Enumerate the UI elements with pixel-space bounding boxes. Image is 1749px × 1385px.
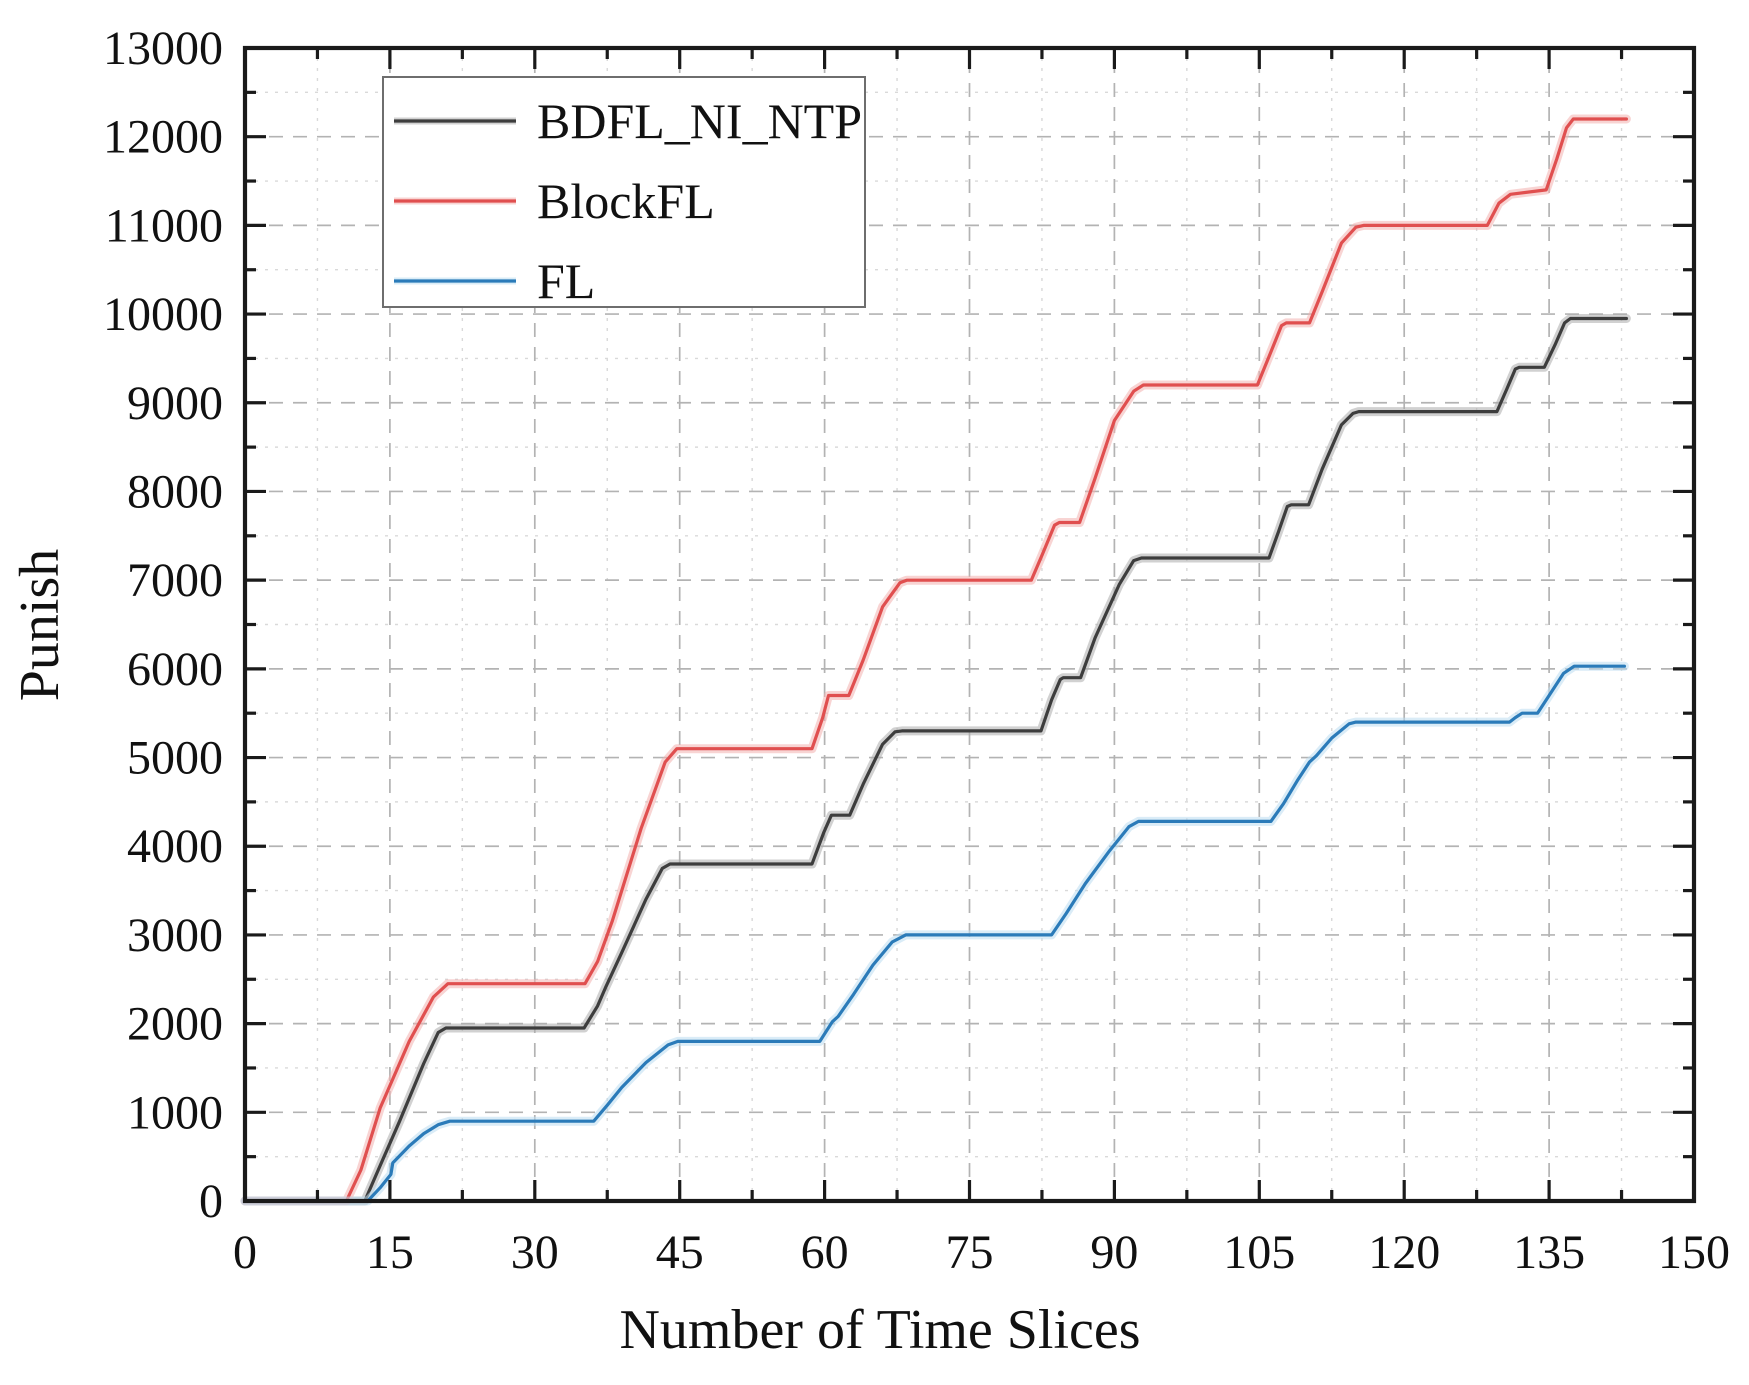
y-tick-label: 13000 — [103, 22, 223, 75]
y-tick-label: 2000 — [127, 998, 223, 1051]
series-line-BDFL_NI_NTP — [243, 316, 1629, 1203]
legend: BDFL_NI_NTP BlockFL FL — [382, 76, 866, 309]
y-tick-label: 11000 — [105, 199, 223, 252]
x-tick-label: 90 — [1090, 1226, 1138, 1279]
x-tick-label: 120 — [1368, 1226, 1440, 1279]
series-lines — [240, 114, 1631, 1206]
x-axis-title: Number of Time Slices — [619, 1299, 1140, 1361]
axis-ticks — [243, 46, 1696, 1203]
x-tick-label: 75 — [946, 1226, 994, 1279]
y-tick-label: 4000 — [127, 820, 223, 873]
x-tick-label: 0 — [233, 1226, 257, 1279]
x-tick-label: 135 — [1513, 1226, 1585, 1279]
y-axis-title: Punish — [9, 549, 71, 702]
x-tick-label: 45 — [656, 1226, 704, 1279]
y-tick-label: 5000 — [127, 732, 223, 785]
y-tick-label: 3000 — [127, 909, 223, 962]
x-tick-label: 60 — [801, 1226, 849, 1279]
y-tick-label: 10000 — [103, 288, 223, 341]
y-tick-label: 9000 — [127, 377, 223, 430]
legend-box — [382, 76, 866, 308]
x-tick-label: 150 — [1658, 1226, 1730, 1279]
x-tick-label: 30 — [511, 1226, 559, 1279]
y-tick-label: 6000 — [127, 643, 223, 696]
y-tick-label: 7000 — [127, 554, 223, 607]
tick-labels: 0 15 30 45 60 75 90 105 120 135 150 0 1000 2000 3000 40… — [103, 22, 1730, 1279]
legend-label-BlockFL: BlockFL — [537, 173, 715, 229]
series-line-BlockFL — [243, 117, 1629, 1203]
x-tick-label: 105 — [1223, 1226, 1295, 1279]
y-tick-label: 12000 — [103, 111, 223, 164]
series-line-FL — [243, 664, 1627, 1203]
legend-label-BDFL_NI_NTP: BDFL_NI_NTP — [537, 93, 862, 149]
y-tick-label: 8000 — [127, 465, 223, 518]
x-tick-label: 15 — [366, 1226, 414, 1279]
y-tick-label: 1000 — [127, 1086, 223, 1139]
y-tick-label: 0 — [199, 1175, 223, 1228]
legend-label-FL: FL — [537, 253, 595, 309]
